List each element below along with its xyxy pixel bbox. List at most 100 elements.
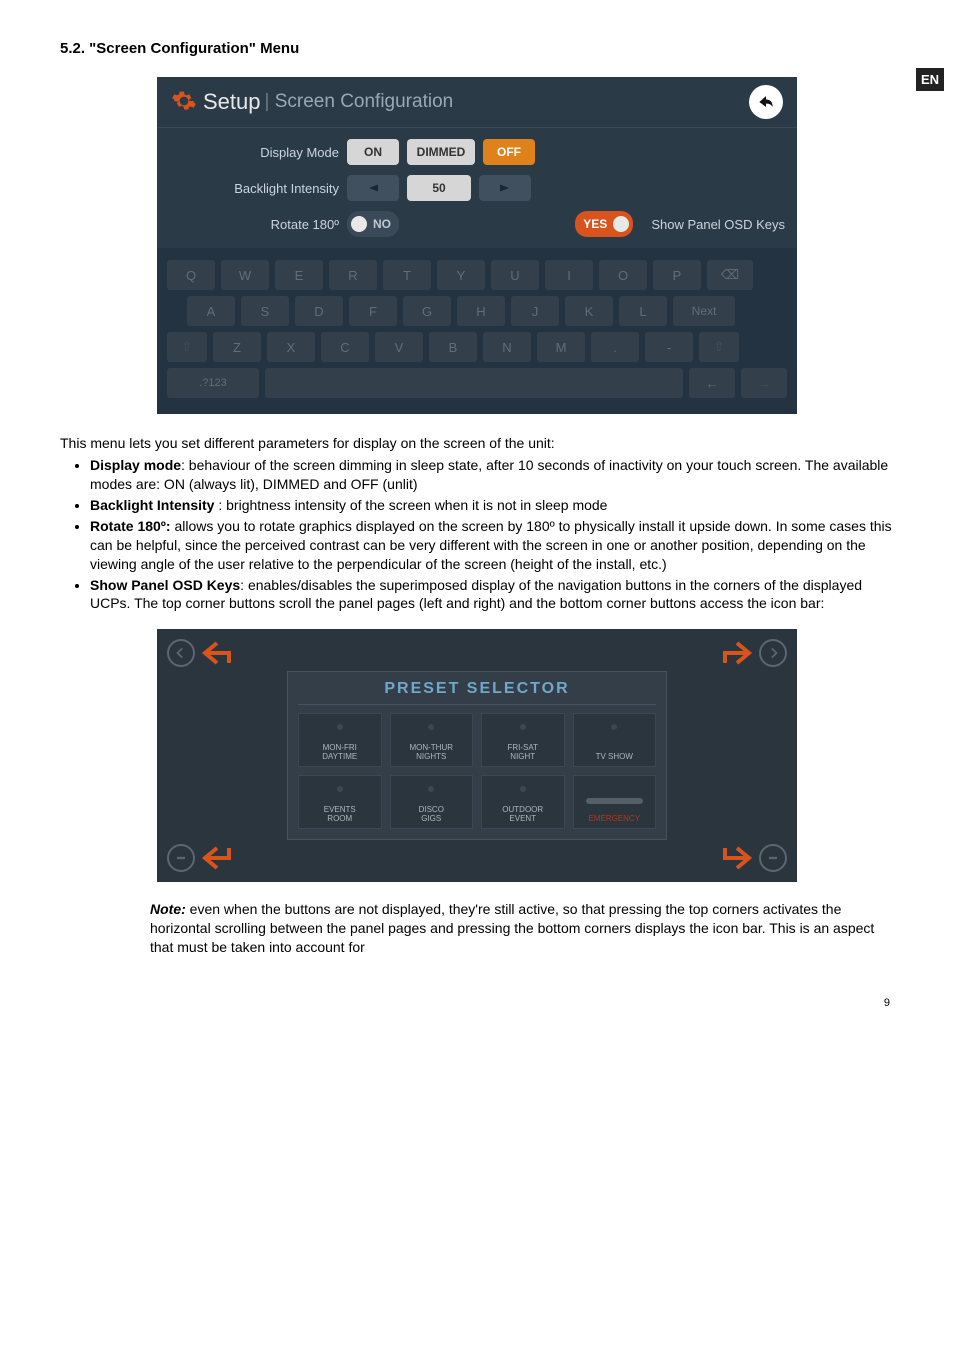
preset-cell[interactable]: FRI-SATNIGHT — [481, 713, 565, 767]
key-s[interactable]: S — [241, 296, 289, 326]
nav-left-small-icon[interactable] — [167, 639, 195, 667]
rotate-value: NO — [373, 217, 391, 231]
preset-cell[interactable]: MON-FRIDAYTIME — [298, 713, 382, 767]
key-u[interactable]: U — [491, 260, 539, 290]
toggle-knob-icon — [613, 216, 629, 232]
display-mode-row: Display Mode ON DIMMED OFF — [169, 134, 785, 170]
display-mode-on[interactable]: ON — [347, 139, 399, 165]
key-y[interactable]: Y — [437, 260, 485, 290]
backlight-decrease[interactable] — [347, 175, 399, 201]
key-e[interactable]: E — [275, 260, 323, 290]
rotate-osd-row: Rotate 180º NO YES Show Panel OSD Keys — [169, 206, 785, 242]
shift-icon[interactable]: ⇧ — [167, 332, 207, 362]
preset-cell-label: DISCOGIGS — [419, 806, 444, 824]
rotate-toggle[interactable]: NO — [347, 211, 399, 237]
key--[interactable]: - — [645, 332, 693, 362]
key-x[interactable]: X — [267, 332, 315, 362]
key-f[interactable]: F — [349, 296, 397, 326]
osd-toggle-value: YES — [583, 217, 607, 231]
preset-cell-label: MON-FRIDAYTIME — [322, 744, 357, 762]
rotate-label: Rotate 180º — [169, 217, 339, 232]
nav-right-small-icon[interactable] — [759, 639, 787, 667]
key-right-icon[interactable]: → — [741, 368, 787, 398]
bullet-item: Rotate 180º: allows you to rotate graphi… — [90, 517, 894, 574]
key-z[interactable]: Z — [213, 332, 261, 362]
preset-cell-label: EVENTSROOM — [324, 806, 356, 824]
backlight-value: 50 — [407, 175, 471, 201]
bullet-item: Show Panel OSD Keys: enables/disables th… — [90, 576, 894, 614]
key-numtoggle[interactable]: .?123 — [167, 368, 259, 398]
iconbar-left-small-icon[interactable] — [167, 844, 195, 872]
display-mode-dimmed[interactable]: DIMMED — [407, 139, 475, 165]
page-number: 9 — [60, 997, 894, 1009]
display-mode-off[interactable]: OFF — [483, 139, 535, 165]
note-paragraph: Note: even when the buttons are not disp… — [150, 900, 894, 957]
onscreen-keyboard: QWERTYUIOP⌫ ASDFGHJKLNext ⇧ZXCVBNM.-⇧ .?… — [157, 248, 797, 414]
key-q[interactable]: Q — [167, 260, 215, 290]
key-left-icon[interactable]: ← — [689, 368, 735, 398]
setup-header: Setup Screen Configuration — [157, 77, 797, 128]
backlight-increase[interactable] — [479, 175, 531, 201]
key-n[interactable]: N — [483, 332, 531, 362]
key-a[interactable]: A — [187, 296, 235, 326]
iconbar-right-small-icon[interactable] — [759, 844, 787, 872]
preset-cell[interactable]: EVENTSROOM — [298, 775, 382, 829]
bullet-item: Backlight Intensity : brightness intensi… — [90, 496, 894, 515]
key-l[interactable]: L — [619, 296, 667, 326]
section-title: 5.2. "Screen Configuration" Menu — [60, 40, 894, 57]
back-icon[interactable] — [749, 85, 783, 119]
key-k[interactable]: K — [565, 296, 613, 326]
shift-icon[interactable]: ⇧ — [699, 332, 739, 362]
intro-text: This menu lets you set different paramet… — [60, 434, 894, 452]
backlight-label: Backlight Intensity — [169, 181, 339, 196]
key-p[interactable]: P — [653, 260, 701, 290]
key-t[interactable]: T — [383, 260, 431, 290]
preset-cell-label: OUTDOOREVENT — [502, 806, 543, 824]
key-w[interactable]: W — [221, 260, 269, 290]
key-.[interactable]: . — [591, 332, 639, 362]
language-badge: EN — [916, 68, 944, 91]
preset-cell-label: TV SHOW — [596, 753, 633, 762]
iconbar-left-big-icon[interactable] — [199, 844, 245, 872]
preset-cell[interactable]: MON-THURNIGHTS — [390, 713, 474, 767]
backspace-icon[interactable]: ⌫ — [707, 260, 753, 290]
bullet-list: Display mode: behaviour of the screen di… — [90, 456, 894, 613]
key-o[interactable]: O — [599, 260, 647, 290]
key-i[interactable]: I — [545, 260, 593, 290]
key-m[interactable]: M — [537, 332, 585, 362]
backlight-row: Backlight Intensity 50 — [169, 170, 785, 206]
preset-cell[interactable]: TV SHOW — [573, 713, 657, 767]
preset-panel: PRESET SELECTOR MON-FRIDAYTIME MON-THURNI… — [287, 671, 667, 840]
setup-screenshot: Setup Screen Configuration Display Mode … — [157, 77, 797, 414]
key-next[interactable]: Next — [673, 296, 735, 326]
key-g[interactable]: G — [403, 296, 451, 326]
osd-toggle[interactable]: YES — [575, 211, 633, 237]
key-c[interactable]: C — [321, 332, 369, 362]
setup-subtitle: Screen Configuration — [265, 91, 454, 113]
note-text: even when the buttons are not displayed,… — [150, 901, 874, 955]
toggle-knob-icon — [351, 216, 367, 232]
iconbar-right-big-icon[interactable] — [709, 844, 755, 872]
preset-cell[interactable]: EMERGENCY — [573, 775, 657, 829]
preset-screenshot: PRESET SELECTOR MON-FRIDAYTIME MON-THURNI… — [157, 629, 797, 882]
key-v[interactable]: V — [375, 332, 423, 362]
preset-cell-label: MON-THURNIGHTS — [409, 744, 453, 762]
nav-left-big-icon[interactable] — [199, 639, 245, 667]
key-d[interactable]: D — [295, 296, 343, 326]
key-r[interactable]: R — [329, 260, 377, 290]
display-mode-label: Display Mode — [169, 145, 339, 160]
preset-cell-label: FRI-SATNIGHT — [507, 744, 538, 762]
note-label: Note: — [150, 901, 186, 917]
gear-icon — [171, 88, 197, 117]
key-j[interactable]: J — [511, 296, 559, 326]
key-space[interactable] — [265, 368, 683, 398]
osd-label: Show Panel OSD Keys — [651, 217, 785, 232]
preset-title: PRESET SELECTOR — [298, 680, 656, 705]
setup-title: Setup — [203, 89, 261, 115]
key-h[interactable]: H — [457, 296, 505, 326]
preset-cell-label: EMERGENCY — [588, 815, 640, 824]
key-b[interactable]: B — [429, 332, 477, 362]
nav-right-big-icon[interactable] — [709, 639, 755, 667]
preset-cell[interactable]: OUTDOOREVENT — [481, 775, 565, 829]
preset-cell[interactable]: DISCOGIGS — [390, 775, 474, 829]
